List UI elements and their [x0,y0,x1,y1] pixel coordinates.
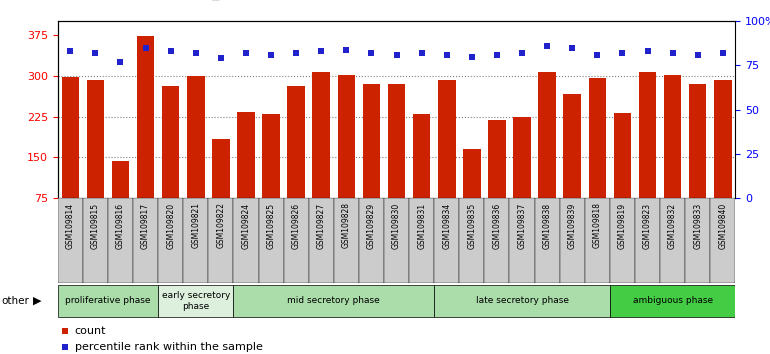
Bar [560,198,584,283]
Text: ambiguous phase: ambiguous phase [632,296,713,306]
Bar [639,72,656,239]
Text: GSM109837: GSM109837 [517,202,527,249]
Bar [309,198,334,283]
Text: GSM109821: GSM109821 [191,202,200,249]
Bar [233,198,259,283]
Bar [158,198,183,283]
Text: GSM109839: GSM109839 [567,202,577,249]
Bar [534,198,560,283]
Text: percentile rank within the sample: percentile rank within the sample [75,342,263,352]
Bar [610,285,735,317]
Bar [233,285,434,317]
Bar [484,198,510,283]
Bar [438,80,456,239]
Text: ▶: ▶ [33,296,42,306]
Text: GSM109834: GSM109834 [442,202,451,249]
Bar [209,198,233,283]
Bar [112,161,129,239]
Text: GSM109835: GSM109835 [467,202,477,249]
Bar [133,198,158,283]
Bar [183,198,209,283]
Text: GSM109824: GSM109824 [242,202,250,249]
Bar [714,80,732,239]
Bar [86,80,104,239]
Bar [635,198,660,283]
Bar [384,198,409,283]
Bar [409,198,434,283]
Text: GSM109818: GSM109818 [593,202,602,249]
Text: GSM109815: GSM109815 [91,202,100,249]
Bar [263,114,280,239]
Text: other: other [2,296,29,306]
Bar [237,112,255,239]
Bar [283,198,309,283]
Bar [538,72,556,239]
Text: GSM109817: GSM109817 [141,202,150,249]
Text: GSM109819: GSM109819 [618,202,627,249]
Text: GSM109825: GSM109825 [266,202,276,249]
Bar [514,116,531,239]
Text: GSM109822: GSM109822 [216,202,226,249]
Text: GSM109827: GSM109827 [316,202,326,249]
Text: GSM109820: GSM109820 [166,202,176,249]
Bar [685,198,710,283]
Bar [488,120,506,239]
Bar [287,86,305,239]
Bar [212,139,229,239]
Text: late secretory phase: late secretory phase [476,296,568,306]
Bar [610,198,635,283]
Bar [388,84,405,239]
Bar [162,86,179,239]
Text: count: count [75,326,106,336]
Text: GSM109840: GSM109840 [718,202,728,249]
Text: proliferative phase: proliferative phase [65,296,151,306]
Bar [614,113,631,239]
Bar [313,72,330,239]
Text: GSM109831: GSM109831 [417,202,426,249]
Bar [664,75,681,239]
Text: mid secretory phase: mid secretory phase [287,296,380,306]
Bar [334,198,359,283]
Bar [58,285,158,317]
Text: GSM109826: GSM109826 [292,202,300,249]
Bar [359,198,384,283]
Bar [434,285,610,317]
Bar [83,198,108,283]
Bar [62,77,79,239]
Bar [588,79,606,239]
Text: GSM109829: GSM109829 [367,202,376,249]
Bar [259,198,283,283]
Text: GSM109823: GSM109823 [643,202,652,249]
Bar [660,198,685,283]
Bar [58,198,83,283]
Bar [459,198,484,283]
Bar [337,75,355,239]
Bar [463,149,480,239]
Bar [689,84,707,239]
Text: GSM109836: GSM109836 [493,202,501,249]
Text: GSM109828: GSM109828 [342,202,351,249]
Bar [564,94,581,239]
Bar [584,198,610,283]
Bar [108,198,133,283]
Bar [510,198,534,283]
Bar [710,198,735,283]
Text: GSM109814: GSM109814 [65,202,75,249]
Bar [158,285,233,317]
Bar [434,198,459,283]
Bar [137,36,154,239]
Bar [413,114,430,239]
Text: GSM109832: GSM109832 [668,202,677,249]
Text: GSM109816: GSM109816 [116,202,125,249]
Text: GSM109833: GSM109833 [693,202,702,249]
Text: early secretory
phase: early secretory phase [162,291,230,310]
Bar [187,76,205,239]
Text: GSM109838: GSM109838 [543,202,551,249]
Bar [363,84,380,239]
Text: GSM109830: GSM109830 [392,202,401,249]
